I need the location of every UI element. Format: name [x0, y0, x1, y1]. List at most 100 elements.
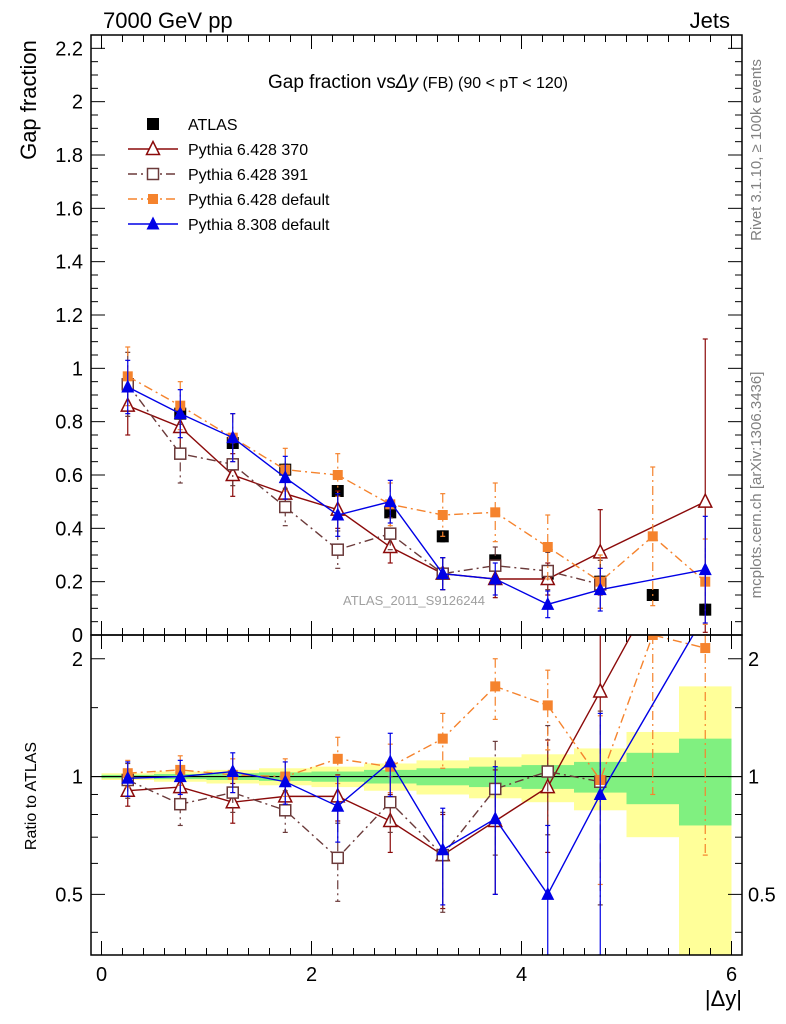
ratio-panel: 0.5 0.5 1 1 2 2 0 2 4 6 — [55, 634, 776, 986]
data-point — [593, 786, 607, 800]
series-p8_default — [121, 635, 694, 955]
ratio-plot-area — [91, 635, 742, 955]
data-point — [121, 770, 135, 784]
data-point — [278, 470, 292, 484]
legend-marker — [148, 194, 158, 204]
y-tick-label: 0 — [72, 625, 83, 647]
legend-item-atlas: ATLAS — [147, 117, 238, 134]
legend-item-p6_default: Pythia 6.428 default — [128, 192, 330, 209]
series-p6_370 — [120, 635, 632, 910]
watermark: ATLAS_2011_S9126244 — [343, 593, 485, 608]
data-point — [226, 764, 240, 778]
series-atlas — [121, 378, 712, 616]
data-point — [331, 851, 344, 865]
xlabel: |Δy| — [705, 986, 742, 1011]
legend-marker — [145, 139, 161, 156]
series-p6_default — [122, 346, 711, 625]
data-point — [490, 507, 501, 518]
series-line — [127, 383, 601, 586]
data-point — [174, 447, 187, 460]
main-plot-area — [120, 338, 713, 633]
data-point — [593, 582, 607, 596]
series-line — [127, 386, 706, 606]
data-point — [279, 804, 292, 817]
data-point — [488, 571, 502, 585]
data-point — [331, 543, 344, 556]
data-point — [331, 507, 345, 521]
band-inner — [626, 752, 679, 805]
rivet-label: Rivet 3.1.10, ≥ 100k events — [748, 59, 765, 241]
series-line — [127, 770, 601, 859]
legend-item-p8_default: Pythia 8.308 default — [128, 216, 330, 234]
header-right: Jets — [690, 8, 730, 33]
y-tick-label: 1.2 — [55, 305, 83, 327]
data-point — [278, 774, 292, 788]
data-point — [173, 406, 187, 420]
legend-label: ATLAS — [188, 117, 238, 134]
series-p6_391 — [121, 351, 607, 609]
title-main: Gap fraction vs — [268, 72, 396, 93]
data-point — [541, 886, 555, 900]
data-point — [698, 562, 712, 576]
y-tick-label: 1.8 — [55, 145, 83, 167]
y-tick-label: 1.4 — [55, 252, 83, 274]
data-point — [437, 733, 448, 744]
data-point — [541, 596, 555, 610]
data-point — [174, 797, 187, 811]
data-point — [542, 542, 553, 552]
data-point — [436, 566, 450, 580]
legend-label: Pythia 6.428 391 — [188, 167, 308, 184]
data-point — [384, 527, 397, 540]
y-tick-label: 0.4 — [55, 518, 83, 540]
y-tick-label: 1 — [72, 358, 83, 380]
series-p6_370 — [120, 338, 713, 633]
ratio-ylabel: Ratio to ATLAS — [23, 742, 40, 850]
title-dy: Δy — [395, 72, 420, 93]
x-tick-label: 6 — [726, 964, 737, 986]
y-tick-label: 2 — [72, 92, 83, 114]
y-tick-label-right: 1 — [748, 767, 759, 789]
main-ylabel: Gap fraction — [16, 40, 41, 160]
series-line — [127, 635, 706, 782]
y-tick-label: 2 — [72, 649, 83, 671]
data-point — [488, 811, 502, 825]
data-point — [436, 842, 450, 856]
data-point — [647, 635, 658, 640]
data-point — [332, 470, 343, 480]
data-point — [592, 682, 608, 698]
main-title: Gap fraction vsΔy (FB) (90 < pT < 120) — [268, 72, 568, 93]
header-left: 7000 GeV pp — [103, 8, 233, 33]
y-tick-label: 1.6 — [55, 198, 83, 220]
legend-marker — [147, 118, 159, 130]
y-tick-label: 0.6 — [55, 465, 83, 487]
data-point — [383, 494, 397, 508]
legend-marker — [146, 216, 160, 230]
y-tick-label-right: 2 — [748, 649, 759, 671]
data-point — [332, 753, 343, 764]
data-point — [383, 754, 397, 768]
data-point — [437, 510, 448, 520]
y-tick-label: 0.2 — [55, 572, 83, 594]
y-tick-label-right: 0.5 — [748, 884, 776, 906]
x-tick-label: 2 — [306, 964, 317, 986]
y-tick-label: 0.8 — [55, 412, 83, 434]
legend-label: Pythia 6.428 370 — [188, 142, 308, 159]
data-point — [542, 700, 553, 711]
data-point — [490, 681, 501, 692]
series-p8_default — [121, 359, 712, 624]
legend-marker — [146, 167, 160, 181]
data-point — [226, 430, 240, 444]
data-point — [279, 500, 292, 514]
y-tick-label: 1 — [72, 767, 83, 789]
legend-label: Pythia 6.428 default — [188, 192, 330, 209]
x-tick-label: 0 — [96, 964, 107, 986]
main-panel: 0 0.2 0.4 0.6 0.8 1 1.2 1.4 1.6 1.8 2 2.2 — [55, 34, 743, 647]
x-tick-label: 4 — [516, 964, 527, 986]
series-p6_391 — [121, 710, 607, 913]
data-point — [331, 798, 345, 812]
data-point — [121, 379, 135, 393]
data-point — [384, 795, 397, 809]
data-point — [541, 765, 554, 778]
legend-item-p6_370: Pythia 6.428 370 — [128, 139, 308, 159]
